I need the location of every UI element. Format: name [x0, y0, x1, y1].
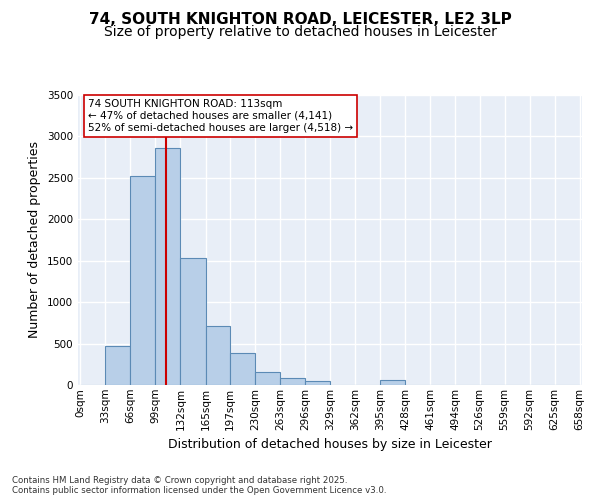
Bar: [230, 352, 255, 385]
Bar: [155, 148, 181, 385]
Bar: [106, 346, 130, 385]
Text: Size of property relative to detached houses in Leicester: Size of property relative to detached ho…: [104, 25, 496, 39]
Text: 74 SOUTH KNIGHTON ROAD: 113sqm
← 47% of detached houses are smaller (4,141)
52% : 74 SOUTH KNIGHTON ROAD: 113sqm ← 47% of …: [88, 100, 353, 132]
Bar: [305, 382, 330, 385]
Bar: [380, 380, 405, 385]
Text: Contains HM Land Registry data © Crown copyright and database right 2025.
Contai: Contains HM Land Registry data © Crown c…: [12, 476, 386, 495]
Bar: [255, 372, 280, 385]
Bar: [280, 378, 305, 385]
Bar: [206, 326, 230, 385]
Bar: [181, 258, 206, 385]
Bar: [130, 176, 155, 385]
Text: 74, SOUTH KNIGHTON ROAD, LEICESTER, LE2 3LP: 74, SOUTH KNIGHTON ROAD, LEICESTER, LE2 …: [89, 12, 511, 28]
X-axis label: Distribution of detached houses by size in Leicester: Distribution of detached houses by size …: [168, 438, 492, 451]
Y-axis label: Number of detached properties: Number of detached properties: [28, 142, 41, 338]
